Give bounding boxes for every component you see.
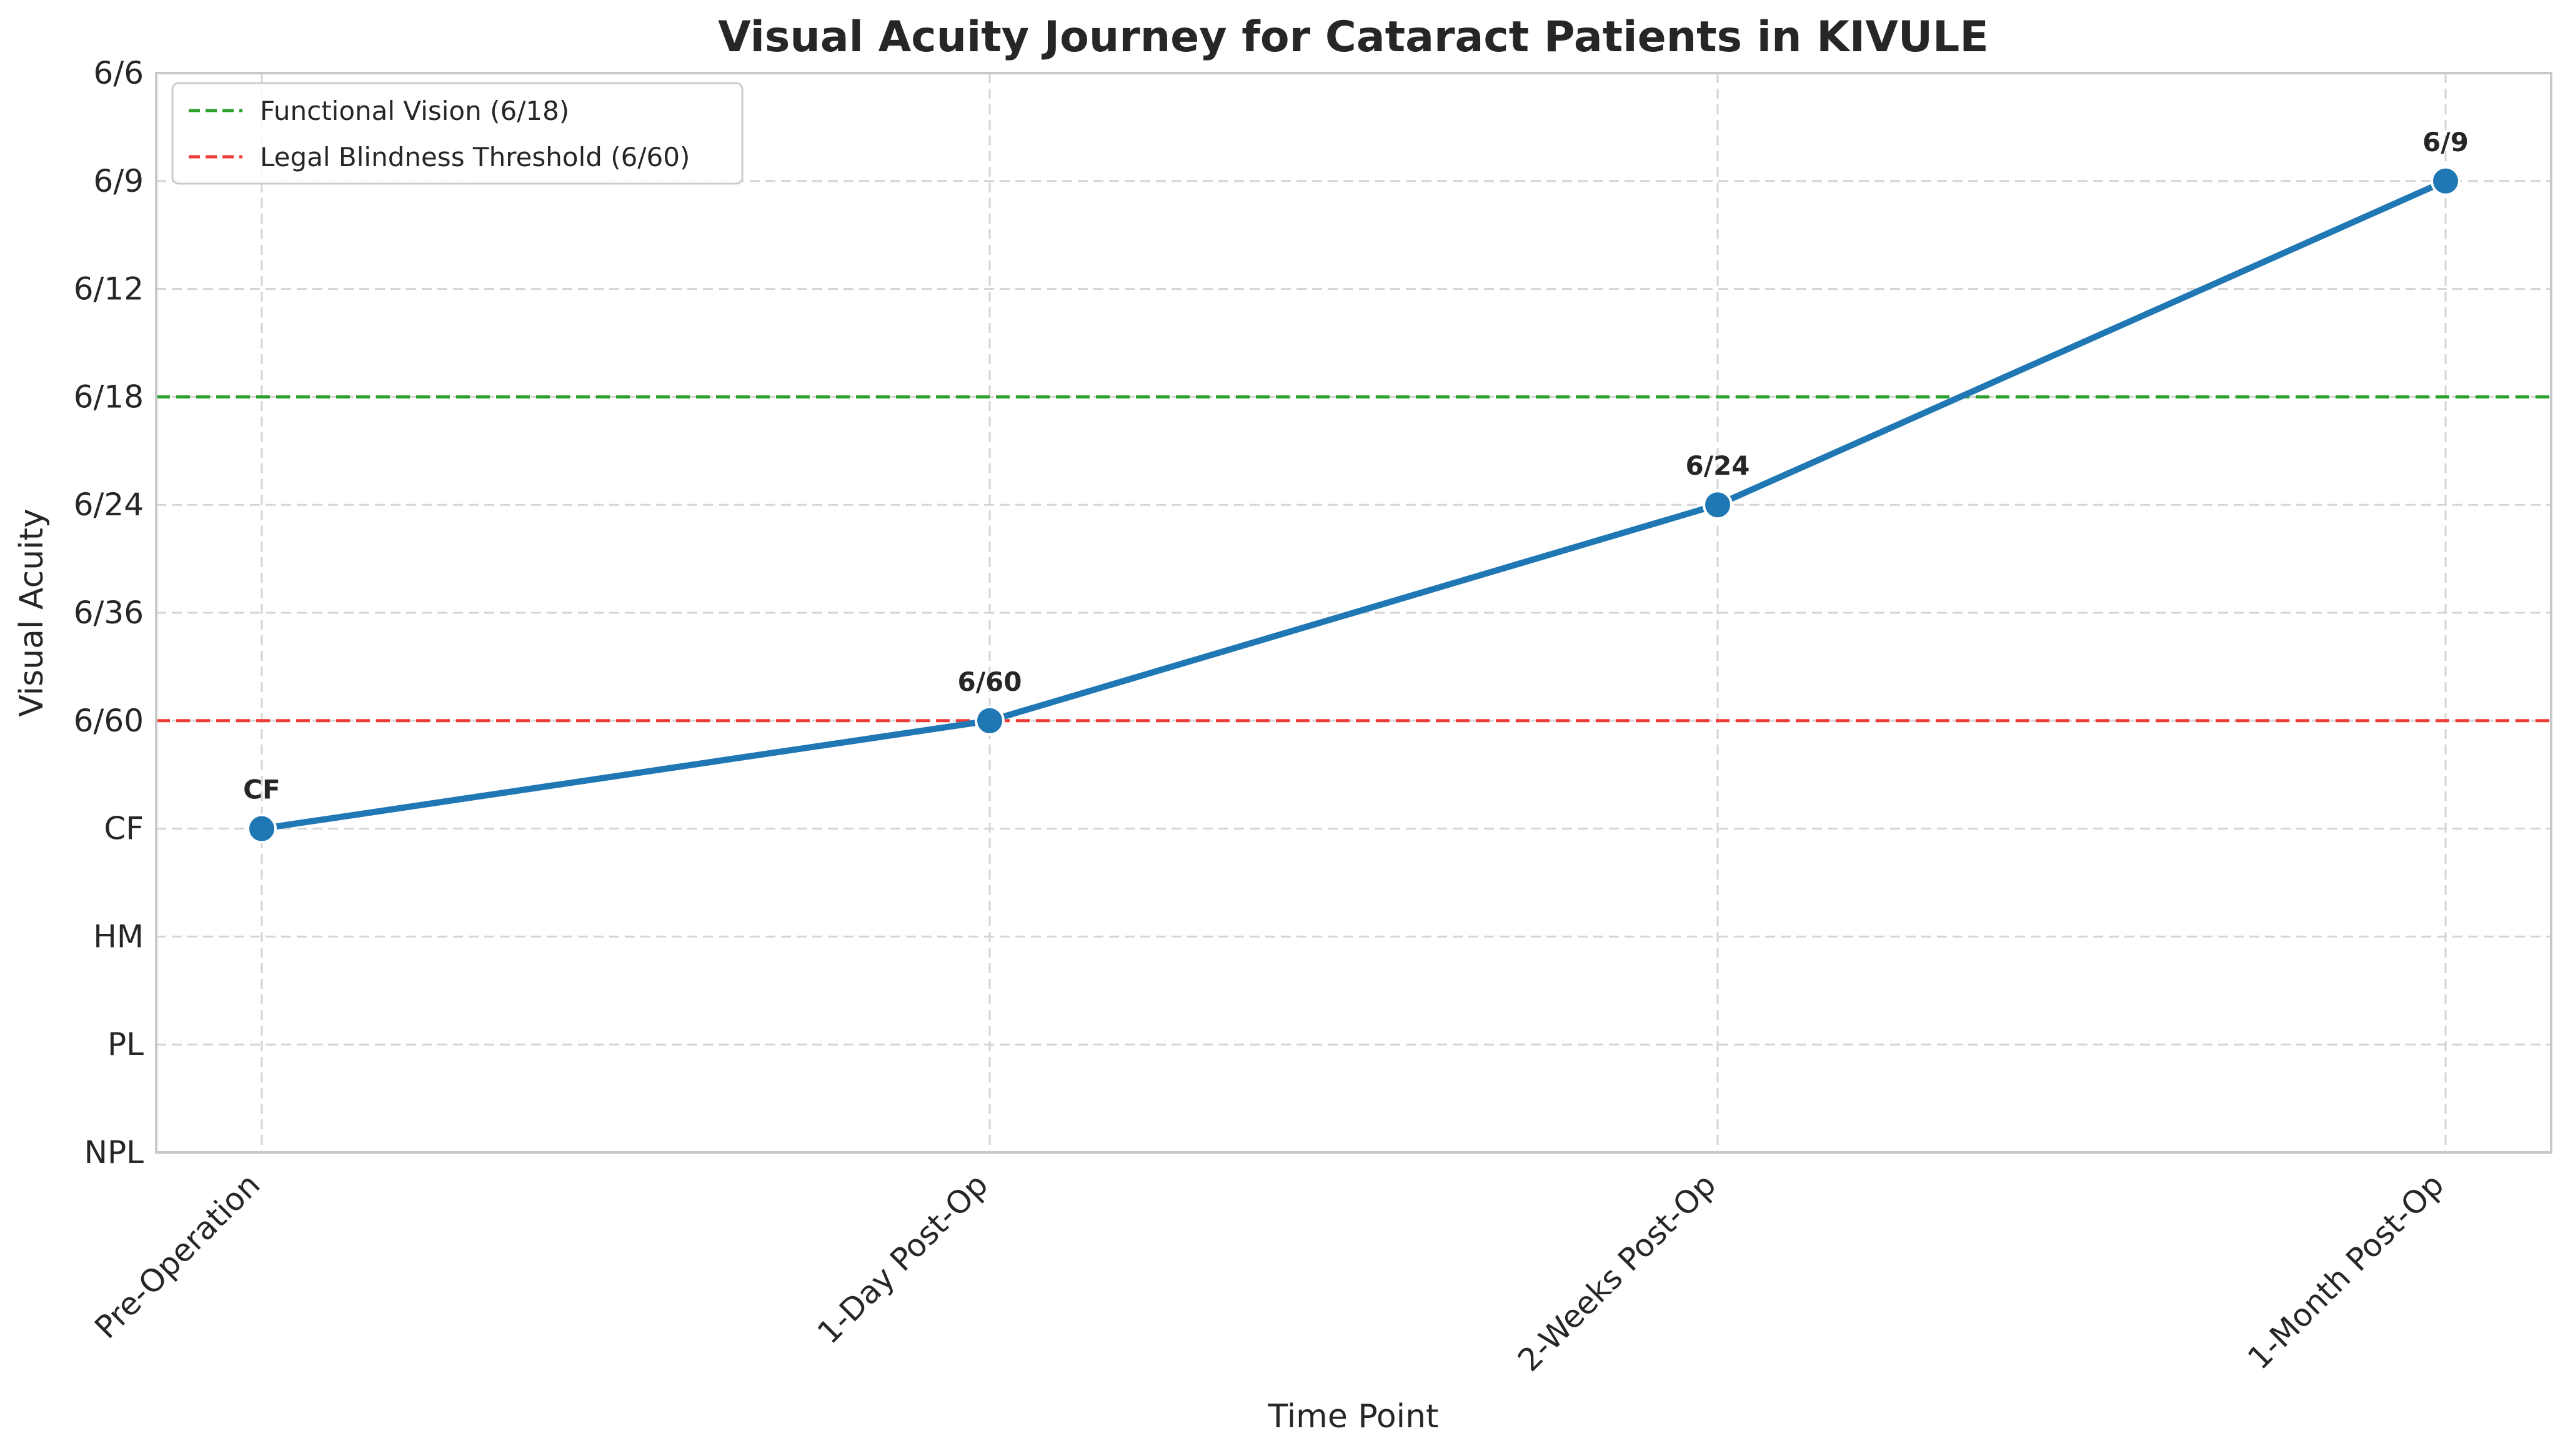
y-tick-label-6-24: 6/24 xyxy=(74,487,144,523)
y-tick-label-6-18: 6/18 xyxy=(74,379,144,415)
data-point-1-month-post-op xyxy=(2431,166,2461,196)
y-axis-label: Visual Acuity xyxy=(13,508,51,717)
legend: Functional Vision (6/18) Legal Blindness … xyxy=(171,82,744,185)
data-point-pre-operation xyxy=(246,813,277,844)
data-point-2-weeks-post-op xyxy=(1703,490,1733,520)
legend-box xyxy=(171,82,744,185)
y-tick-label-cf: CF xyxy=(104,811,144,847)
legend-label-legal-blindness-threshold-6-60: Legal Blindness Threshold (6/60) xyxy=(260,142,690,172)
data-series: CF 6/60 6/24 6/9 xyxy=(243,127,2469,844)
data-label-pre-operation: CF xyxy=(243,775,281,805)
y-tick-label-hm: HM xyxy=(93,918,144,954)
y-tick-label-6-9: 6/9 xyxy=(94,163,144,199)
data-label-2-weeks-post-op: 6/24 xyxy=(1686,450,1750,481)
y-axis-ticks: NPL PL HM CF 6/60 6/36 6/24 6/18 6/12 6/9 6/6 xyxy=(74,55,144,1171)
y-tick-label-6-60: 6/60 xyxy=(74,703,144,739)
y-tick-label-6-12: 6/12 xyxy=(74,271,144,307)
series-line xyxy=(258,177,2449,832)
data-point-1-day-post-op xyxy=(974,705,1005,736)
data-label-1-day-post-op: 6/60 xyxy=(957,666,1022,697)
y-tick-label-pl: PL xyxy=(107,1026,144,1062)
x-axis-label: Time Point xyxy=(1268,1398,1439,1435)
plot-area-frame xyxy=(155,72,2552,1154)
y-tick-label-npl: NPL xyxy=(84,1134,144,1171)
data-label-1-month-post-op: 6/9 xyxy=(2422,127,2469,157)
y-tick-label-6-6: 6/6 xyxy=(94,55,144,91)
y-tick-label-6-36: 6/36 xyxy=(74,595,144,631)
legend-label-functional-vision-6-18: Functional Vision (6/18) xyxy=(260,96,569,126)
chart-title: Visual Acuity Journey for Cataract Patie… xyxy=(718,12,1989,62)
